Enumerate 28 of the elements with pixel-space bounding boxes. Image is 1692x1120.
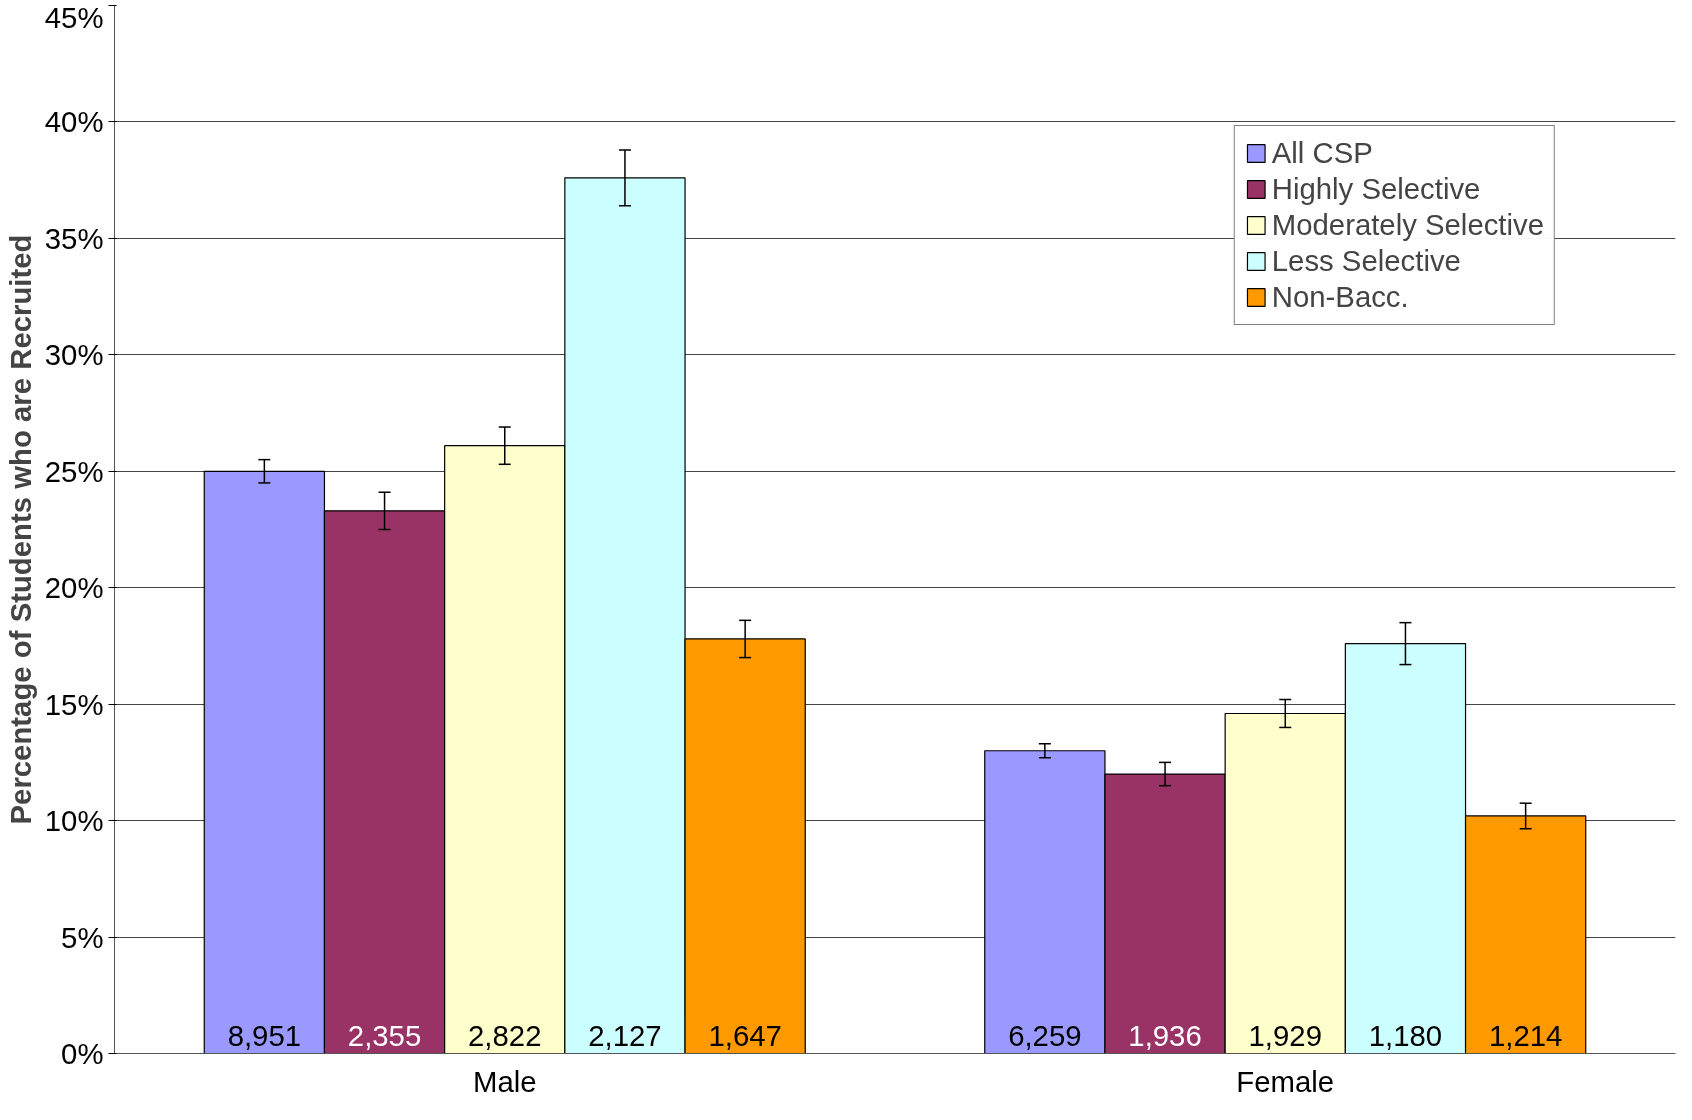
annotation: 2,127 [588,1018,662,1052]
annotation: 1,936 [1128,1018,1202,1052]
annotation: 2,822 [468,1018,542,1052]
annotation: 1,180 [1368,1018,1443,1052]
annotation: 8,951 [227,1018,302,1052]
legend-label: Highly Selective [1271,172,1481,206]
y-tick-label: 30% [44,338,104,372]
y-tick-label: 5% [61,920,104,954]
legend-label: All CSP [1271,136,1373,170]
annotation: 1,647 [708,1018,782,1052]
annotation: 1,929 [1248,1018,1322,1052]
y-tick-label: 10% [44,804,104,838]
y-tick-label: 35% [44,221,104,255]
x-tick-label: Male [472,1064,537,1098]
y-axis-title: Percentage of Students who are Recruited [3,234,37,825]
y-tick-label: 0% [61,1037,104,1070]
y-tick-label: 40% [44,105,104,139]
y-tick-label: 45% [44,0,104,34]
y-tick-label: 20% [44,571,104,605]
legend-label: Moderately Selective [1271,208,1544,242]
x-tick-label: Female [1236,1064,1335,1098]
annotation: 2,355 [347,1018,422,1052]
y-tick-label: 15% [44,687,104,721]
annotation: 6,259 [1008,1018,1082,1052]
legend-label: Less Selective [1271,244,1461,278]
y-tick-label: 25% [44,454,104,488]
legend-label: Non-Bacc. [1271,280,1409,314]
annotation: 1,214 [1488,1018,1563,1052]
